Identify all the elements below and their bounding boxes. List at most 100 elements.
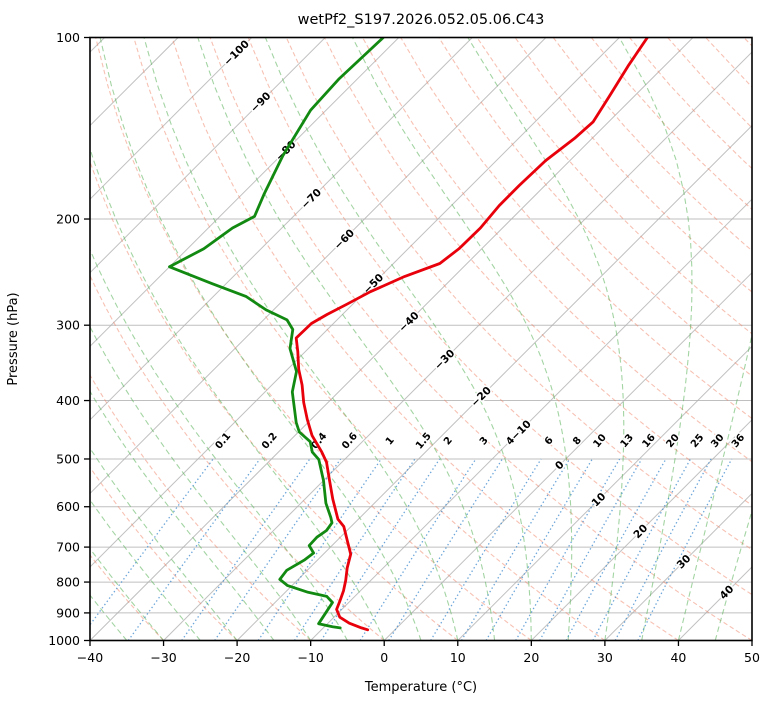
x-tick-label--20: −20 <box>224 650 250 665</box>
y-tick-label-600: 600 <box>56 499 80 514</box>
x-axis-ticks: −40 −30 −20 −10 0 10 20 30 40 50 <box>77 640 760 665</box>
mixing-ratio-label-0.2: 0.2 <box>260 431 280 452</box>
moist-adiabat-25 <box>352 37 573 641</box>
isotherm-label--100: −100 <box>222 38 252 68</box>
mixing-ratio-line-2 <box>320 458 441 641</box>
moist-adiabat--20 <box>90 447 238 641</box>
moist-adiabat-40 <box>677 332 752 641</box>
x-tick-label--40: −40 <box>77 650 103 665</box>
isotherm-label--70: −70 <box>299 186 324 211</box>
moist-adiabat--25 <box>90 499 201 641</box>
moist-adiabat--15 <box>90 390 275 641</box>
mixing-ratio-label-10: 10 <box>591 432 608 450</box>
y-axis-ticks: 100 200 300 400 500 600 700 800 900 1000 <box>48 30 90 648</box>
dry-adiabat-10 <box>90 160 459 641</box>
mixing-ratio-label-16: 16 <box>640 432 657 450</box>
x-tick-label--30: −30 <box>150 650 176 665</box>
isotherm-20 <box>530 419 752 641</box>
mixing-ratio-line-0.1 <box>90 458 214 626</box>
mixing-ratio-label-25: 25 <box>689 432 706 450</box>
dry-adiabat-80 <box>324 37 752 506</box>
mixing-ratio-line-0.4 <box>181 458 311 641</box>
dry-adiabat-20 <box>95 37 532 641</box>
isotherm--60 <box>90 37 547 495</box>
y-tick-label-200: 200 <box>56 212 80 227</box>
x-tick-label-30: 30 <box>597 650 613 665</box>
plot-area: −100−90−80−70−60−50−40−30−20−10010203040… <box>90 37 752 641</box>
mixing-ratio-line-8 <box>460 458 571 641</box>
sounding-profiles <box>168 37 649 632</box>
dry-adiabat-110 <box>438 37 752 377</box>
mixing-ratio-label-1: 1 <box>384 435 397 447</box>
mixing-ratio-label-3: 3 <box>478 435 491 447</box>
isotherm-10 <box>457 345 752 641</box>
dry-adiabat--30 <box>90 554 165 641</box>
dry-adiabat-40 <box>171 37 679 641</box>
isotherm-0 <box>383 271 752 641</box>
isotherm--10 <box>310 198 752 641</box>
isotherm--100 <box>90 37 253 200</box>
moist-adiabat-35 <box>618 37 693 641</box>
mixing-ratio-label-20: 20 <box>664 432 681 450</box>
y-tick-label-400: 400 <box>56 393 80 408</box>
dry-adiabat--20 <box>90 466 238 641</box>
mixing-ratio-label-6: 6 <box>543 435 556 447</box>
x-axis-label: Temperature (°C) <box>364 680 477 695</box>
isotherm--80 <box>90 37 400 348</box>
mixing-ratio-label-0.1: 0.1 <box>213 431 233 452</box>
y-tick-label-300: 300 <box>56 318 80 333</box>
moist-adiabat-0 <box>90 146 385 641</box>
isotherm-50 <box>751 639 752 641</box>
dry-adiabat-50 <box>209 37 752 641</box>
isotherm--40 <box>90 37 694 641</box>
mixing-ratio-line-4 <box>388 458 503 641</box>
y-tick-label-1000: 1000 <box>48 633 80 648</box>
mixing-ratio-line-30 <box>614 458 712 641</box>
mixing-ratio-label-0.6: 0.6 <box>340 431 360 452</box>
mixing-ratio-line-3 <box>359 458 477 641</box>
y-tick-label-500: 500 <box>56 451 80 466</box>
moist-adiabat--30 <box>90 547 165 641</box>
x-tick-label-50: 50 <box>744 650 760 665</box>
mixing-ratio-line-20 <box>565 458 667 641</box>
dry-adiabat-190 <box>743 37 752 47</box>
x-tick-label-20: 20 <box>523 650 539 665</box>
moist-adiabat-30 <box>467 37 625 641</box>
isotherm--50 <box>90 37 620 568</box>
isotherm-label--50: −50 <box>361 272 386 297</box>
isotherm-label--90: −90 <box>248 90 273 115</box>
y-tick-label-900: 900 <box>56 605 80 620</box>
isotherm--20 <box>236 124 752 641</box>
y-tick-label-100: 100 <box>56 30 80 45</box>
moist-adiabat-20 <box>264 37 532 641</box>
x-tick-label--10: −10 <box>297 650 323 665</box>
isotherm-30 <box>604 492 752 641</box>
x-tick-label-40: 40 <box>670 650 686 665</box>
dry-adiabat--10 <box>90 374 312 641</box>
y-tick-label-700: 700 <box>56 540 80 555</box>
mixing-ratio-line-25 <box>592 458 692 641</box>
isotherm-40 <box>678 566 752 641</box>
moist-adiabat--10 <box>90 325 312 641</box>
temperature-curve <box>294 37 649 632</box>
dry-adiabat-70 <box>285 37 752 551</box>
moist-adiabat--35 <box>90 594 128 641</box>
dry-adiabat-60 <box>247 37 752 596</box>
y-axis-label: Pressure (hPa) <box>6 292 21 385</box>
isotherm--70 <box>90 37 473 421</box>
chart-title: wetPf2_S197.2026.052.05.06.C43 <box>298 12 545 28</box>
moist-adiabat-5 <box>99 37 422 641</box>
moist-adiabat-10 <box>143 37 459 641</box>
mixing-ratio-line-0.2 <box>127 458 261 641</box>
mixing-ratio-label-8: 8 <box>571 435 584 447</box>
dry-adiabat-30 <box>133 37 606 641</box>
x-tick-label-10: 10 <box>450 650 466 665</box>
isotherm--110 <box>90 37 179 127</box>
mixing-ratio-label-2: 2 <box>442 435 455 447</box>
y-tick-label-800: 800 <box>56 575 80 590</box>
mixing-ratio-line-36 <box>637 458 733 641</box>
isotherm--90 <box>90 37 326 274</box>
dry-adiabat-lines <box>90 37 752 641</box>
